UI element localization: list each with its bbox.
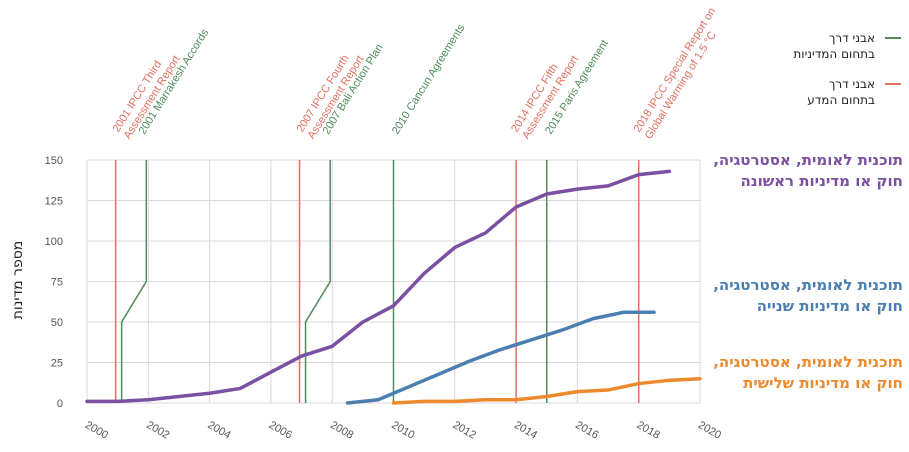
series-label-third-mid: חוק או מדיניות xyxy=(799,374,903,392)
series-line-3 xyxy=(391,376,702,405)
series-label-third-line2: חוק או מדיניות שלישית xyxy=(713,373,903,394)
y-tick-label: 25 xyxy=(51,358,63,370)
legend-science: אבני דרך בתחום המדע xyxy=(807,76,901,108)
x-tick-label: 2000 xyxy=(83,419,110,442)
y-tick-label: 100 xyxy=(45,236,63,248)
x-tick-label: 2004 xyxy=(205,419,232,442)
policy-milestone-line xyxy=(304,160,331,403)
x-tick-label: 2010 xyxy=(389,419,416,442)
series-line-1 xyxy=(85,169,672,404)
axis-ticks: 0 25 50 75 100 125 150 2000 2002 2004 2006 2008 2010… xyxy=(45,155,723,442)
legend-science-line2: בתחום המדע xyxy=(807,93,875,107)
series-lines xyxy=(85,169,702,405)
x-tick-label: 2016 xyxy=(573,419,600,442)
x-tick-label: 2006 xyxy=(267,419,294,442)
series-label-second-line1: תוכנית לאומית, אסטרטגיה, xyxy=(713,276,903,294)
x-tick-label: 2014 xyxy=(512,419,539,442)
series-label-first-line2: חוק או מדיניות ראשונה xyxy=(713,171,903,192)
legend-policy: אבני דרך בתחום המדיניות xyxy=(793,30,901,62)
legend-policy-line1: אבני דרך xyxy=(828,31,875,45)
series-label-second-mid: חוק או מדיניות xyxy=(799,297,903,315)
series-label-first-highlight: ראשונה xyxy=(740,172,795,190)
policy-milestone-label-line: 2010 Cancun Agreements xyxy=(390,22,468,137)
series-line-2 xyxy=(345,310,656,405)
series-label-second: תוכנית לאומית, אסטרטגיה, חוק או מדיניות … xyxy=(713,275,903,317)
y-tick-label: 50 xyxy=(51,317,63,329)
series-label-second-line2: חוק או מדיניות שנייה xyxy=(713,296,903,317)
policy-milestone-label: 2010 Cancun Agreements xyxy=(390,22,468,137)
y-tick-label: 75 xyxy=(51,277,63,289)
x-tick-label: 2008 xyxy=(328,419,355,442)
x-tick-label: 2012 xyxy=(451,419,478,442)
science-milestone-label-line: Global Warming of 1.5 °C xyxy=(643,29,719,141)
x-tick-label: 2002 xyxy=(144,419,171,442)
series-label-third-highlight: שלישית xyxy=(743,374,795,392)
series-label-first: תוכנית לאומית, אסטרטגיה, חוק או מדיניות … xyxy=(713,150,903,192)
series-label-first-line1: תוכנית לאומית, אסטרטגיה, xyxy=(713,151,903,169)
legend-policy-swatch xyxy=(885,37,901,39)
y-axis-label: מספר מדינות xyxy=(10,241,26,320)
policy-milestone-line xyxy=(120,160,148,403)
series-label-third: תוכנית לאומית, אסטרטגיה, חוק או מדיניות … xyxy=(713,352,903,394)
legend-science-line1: אבני דרך xyxy=(828,77,875,91)
series-label-second-highlight: שנייה xyxy=(756,297,795,315)
series-label-third-line1: תוכנית לאומית, אסטרטגיה, xyxy=(713,353,903,371)
y-tick-label: 125 xyxy=(45,196,63,208)
science-milestone-label-line: 2018 IPCC Special Report on xyxy=(632,6,719,135)
series-label-first-mid: חוק או מדיניות xyxy=(799,172,903,190)
y-tick-label: 0 xyxy=(57,398,63,410)
legend-policy-line2: בתחום המדיניות xyxy=(793,47,875,61)
x-tick-label: 2018 xyxy=(635,419,662,442)
x-tick-label: 2020 xyxy=(696,419,723,442)
legend-science-swatch xyxy=(885,83,901,85)
science-milestone-label: 2018 IPCC Special Report onGlobal Warmin… xyxy=(632,6,730,142)
y-tick-label: 150 xyxy=(45,155,63,167)
